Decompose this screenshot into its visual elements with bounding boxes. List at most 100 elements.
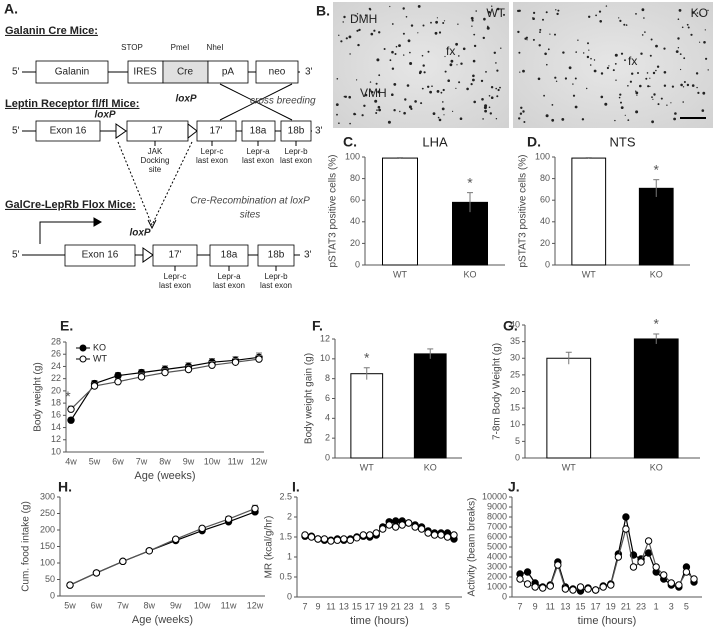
x-tick-label: 9w (170, 600, 182, 610)
y-tick-label: 20 (350, 238, 360, 248)
cell-dot (666, 104, 668, 106)
cell-dot (472, 78, 475, 82)
x-tick-label: 13 (560, 601, 570, 611)
cell-dot (635, 91, 639, 95)
cell-dot (683, 57, 686, 60)
marker (538, 584, 547, 592)
cell-dot (587, 42, 589, 45)
y-tick-label: 60 (540, 195, 550, 205)
loxp-site (115, 123, 127, 139)
marker (591, 586, 600, 594)
panel-label: E. (60, 318, 73, 334)
note: Docking (141, 156, 170, 165)
x-tick-label: 7 (302, 601, 307, 611)
y-tick-label: 14 (51, 422, 61, 432)
annotation: cross breeding (250, 96, 316, 107)
marker: NheI (207, 43, 224, 52)
cell-dot (376, 58, 380, 62)
significance-mark: * (654, 316, 660, 332)
y-tick-label: 7000 (487, 521, 507, 531)
cell-dot (583, 52, 585, 54)
cell-dot (641, 8, 645, 12)
cell-dot (691, 84, 695, 87)
segment-label: Galanin (55, 67, 89, 78)
cell-dot (438, 118, 442, 122)
cell-dot (472, 74, 475, 78)
cell-dot (604, 102, 608, 106)
cell-dot (657, 103, 660, 106)
y-tick-label: 0 (355, 259, 360, 269)
micrographs: B. WT DMH fx VMH KO fx (316, 2, 713, 128)
y-tick-label: 50 (45, 574, 55, 584)
cell-dot (518, 117, 521, 120)
marker (637, 558, 645, 566)
marker (366, 531, 374, 539)
cell-dot (438, 31, 442, 34)
cell-dot (480, 79, 484, 83)
cell-dot (625, 24, 628, 26)
y-tick-label: 200 (40, 524, 55, 534)
marker (614, 553, 623, 561)
y-tick-label: 25 (510, 369, 520, 379)
cell-dot (345, 37, 348, 40)
marker (114, 371, 122, 380)
cell-dot (545, 11, 548, 14)
marker (379, 525, 387, 533)
y-tick-label: 4 (325, 413, 330, 423)
exon-label: Exon 16 (50, 126, 87, 137)
y-tick-label: 60 (350, 195, 360, 205)
cell-dot (460, 62, 463, 65)
cell-dot (377, 90, 381, 94)
marker (391, 523, 400, 531)
region-label: fx (628, 54, 637, 68)
y-tick-label: 10 (320, 353, 330, 363)
x-tick-label: 10w (194, 600, 211, 610)
x-tick-label: 5 (684, 601, 689, 611)
recombination-line (117, 141, 153, 226)
cell-dot (375, 112, 378, 114)
cell-dot (618, 96, 621, 99)
x-tick-label: 23 (404, 601, 414, 611)
cell-dot (663, 47, 666, 50)
y-tick-label: 18 (51, 397, 61, 407)
cell-dot (691, 11, 695, 14)
note: last exon (280, 156, 312, 165)
cell-dot (335, 103, 339, 106)
marker (198, 524, 206, 533)
panel-label: B. (316, 3, 330, 19)
y-tick-label: 6000 (487, 531, 507, 541)
cell-dot (651, 96, 653, 98)
cell-dot (409, 62, 413, 65)
exon-label: Exon 16 (82, 250, 119, 261)
y-tick-label: 20 (51, 385, 61, 395)
marker (114, 378, 122, 386)
cell-dot (402, 7, 405, 10)
cell-dot (538, 44, 541, 47)
cell-dot (619, 93, 622, 96)
cell-dot (649, 54, 652, 57)
marker (353, 534, 361, 542)
cell-dot (532, 17, 534, 19)
cell-dot (518, 51, 521, 54)
cell-dot (441, 107, 445, 111)
exon-label: 17' (209, 126, 222, 137)
x-tick-label: 15 (352, 601, 362, 611)
cell-dot (368, 7, 371, 10)
cell-dot (643, 17, 645, 19)
cell-dot (539, 28, 542, 31)
cell-dot (697, 91, 700, 94)
promoter-arrow (39, 221, 100, 244)
cell-dot (338, 122, 340, 124)
cell-dot (586, 55, 590, 59)
bar (382, 157, 418, 266)
cell-dot (394, 53, 397, 55)
y-tick-label: 35 (510, 336, 520, 346)
y-tick-label: 2.5 (279, 491, 292, 501)
x-axis-label: time (hours) (350, 615, 409, 627)
cell-dot (562, 51, 565, 54)
marker (320, 535, 329, 543)
cell-dot (600, 95, 604, 99)
segment (207, 60, 249, 84)
cell-dot (417, 32, 419, 34)
marker (569, 586, 577, 594)
